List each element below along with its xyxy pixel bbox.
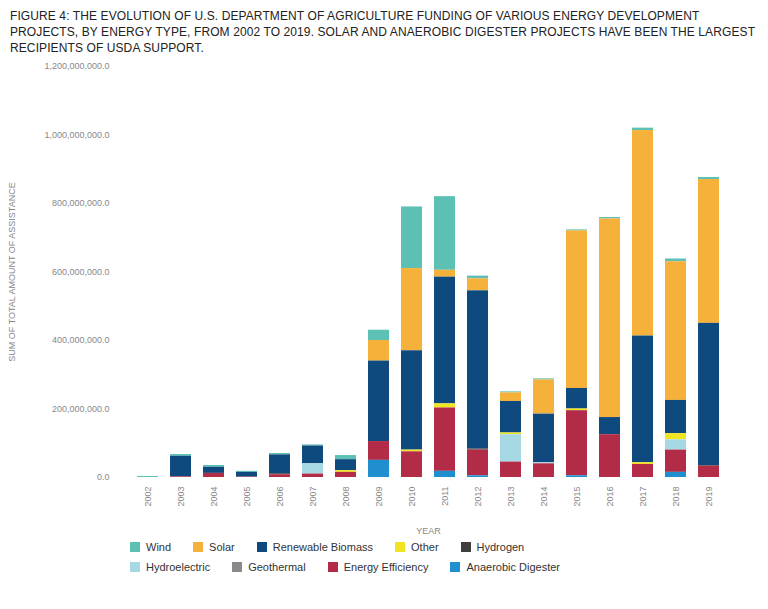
svg-text:2013: 2013 <box>506 487 516 507</box>
html-text:Hydroelectric: Hydroelectric <box>146 561 211 573</box>
svg-text:YEAR: YEAR <box>416 526 441 536</box>
svg-text:2012: 2012 <box>473 487 483 507</box>
svg-text:SUM OF TOTAL AMOUNT OF ASSISTA: SUM OF TOTAL AMOUNT OF ASSISTANCE <box>7 182 17 361</box>
svg-text:2018: 2018 <box>671 487 681 507</box>
svg-text:600,000,000.0: 600,000,000.0 <box>52 267 110 277</box>
svg-text:2010: 2010 <box>407 487 417 507</box>
svg-text:2003: 2003 <box>176 487 186 507</box>
html-text:Renewable Biomass: Renewable Biomass <box>272 541 373 553</box>
svg-text:2007: 2007 <box>308 487 318 507</box>
svg-text:1,000,000,000.0: 1,000,000,000.0 <box>44 130 109 140</box>
svg-text:2004: 2004 <box>209 487 219 507</box>
svg-text:2008: 2008 <box>341 487 351 507</box>
svg-text:2019: 2019 <box>704 487 714 507</box>
svg-text:2011: 2011 <box>440 487 450 506</box>
html-text:Hydrogen: Hydrogen <box>476 541 525 553</box>
html-text:Other: Other <box>411 541 439 553</box>
svg-text:2009: 2009 <box>374 487 384 507</box>
html-text:Geothermal: Geothermal <box>248 561 306 573</box>
svg-text:1,200,000,000.0: 1,200,000,000.0 <box>44 61 109 71</box>
svg-text:800,000,000.0: 800,000,000.0 <box>52 198 110 208</box>
html-text:Energy Efficiency: Energy Efficiency <box>343 561 429 573</box>
svg-text:0.0: 0.0 <box>97 472 110 482</box>
svg-text:2002: 2002 <box>143 487 153 507</box>
svg-text:400,000,000.0: 400,000,000.0 <box>52 335 110 345</box>
svg-text:2014: 2014 <box>539 487 549 507</box>
svg-text:2006: 2006 <box>275 487 285 507</box>
svg-text:2016: 2016 <box>605 487 615 507</box>
html-text:Anaerobic Digester: Anaerobic Digester <box>466 561 560 573</box>
svg-text:200,000,000.0: 200,000,000.0 <box>52 404 110 414</box>
html-text:Wind: Wind <box>146 541 172 553</box>
html-text:Solar: Solar <box>209 541 235 553</box>
svg-text:2017: 2017 <box>638 487 648 507</box>
svg-text:2005: 2005 <box>242 487 252 507</box>
html-text:FIGURE 4: THE EVOLUTION OF U.S: FIGURE 4: THE EVOLUTION OF U.S. DEPARTME… <box>10 9 755 56</box>
svg-text:2015: 2015 <box>572 487 582 507</box>
